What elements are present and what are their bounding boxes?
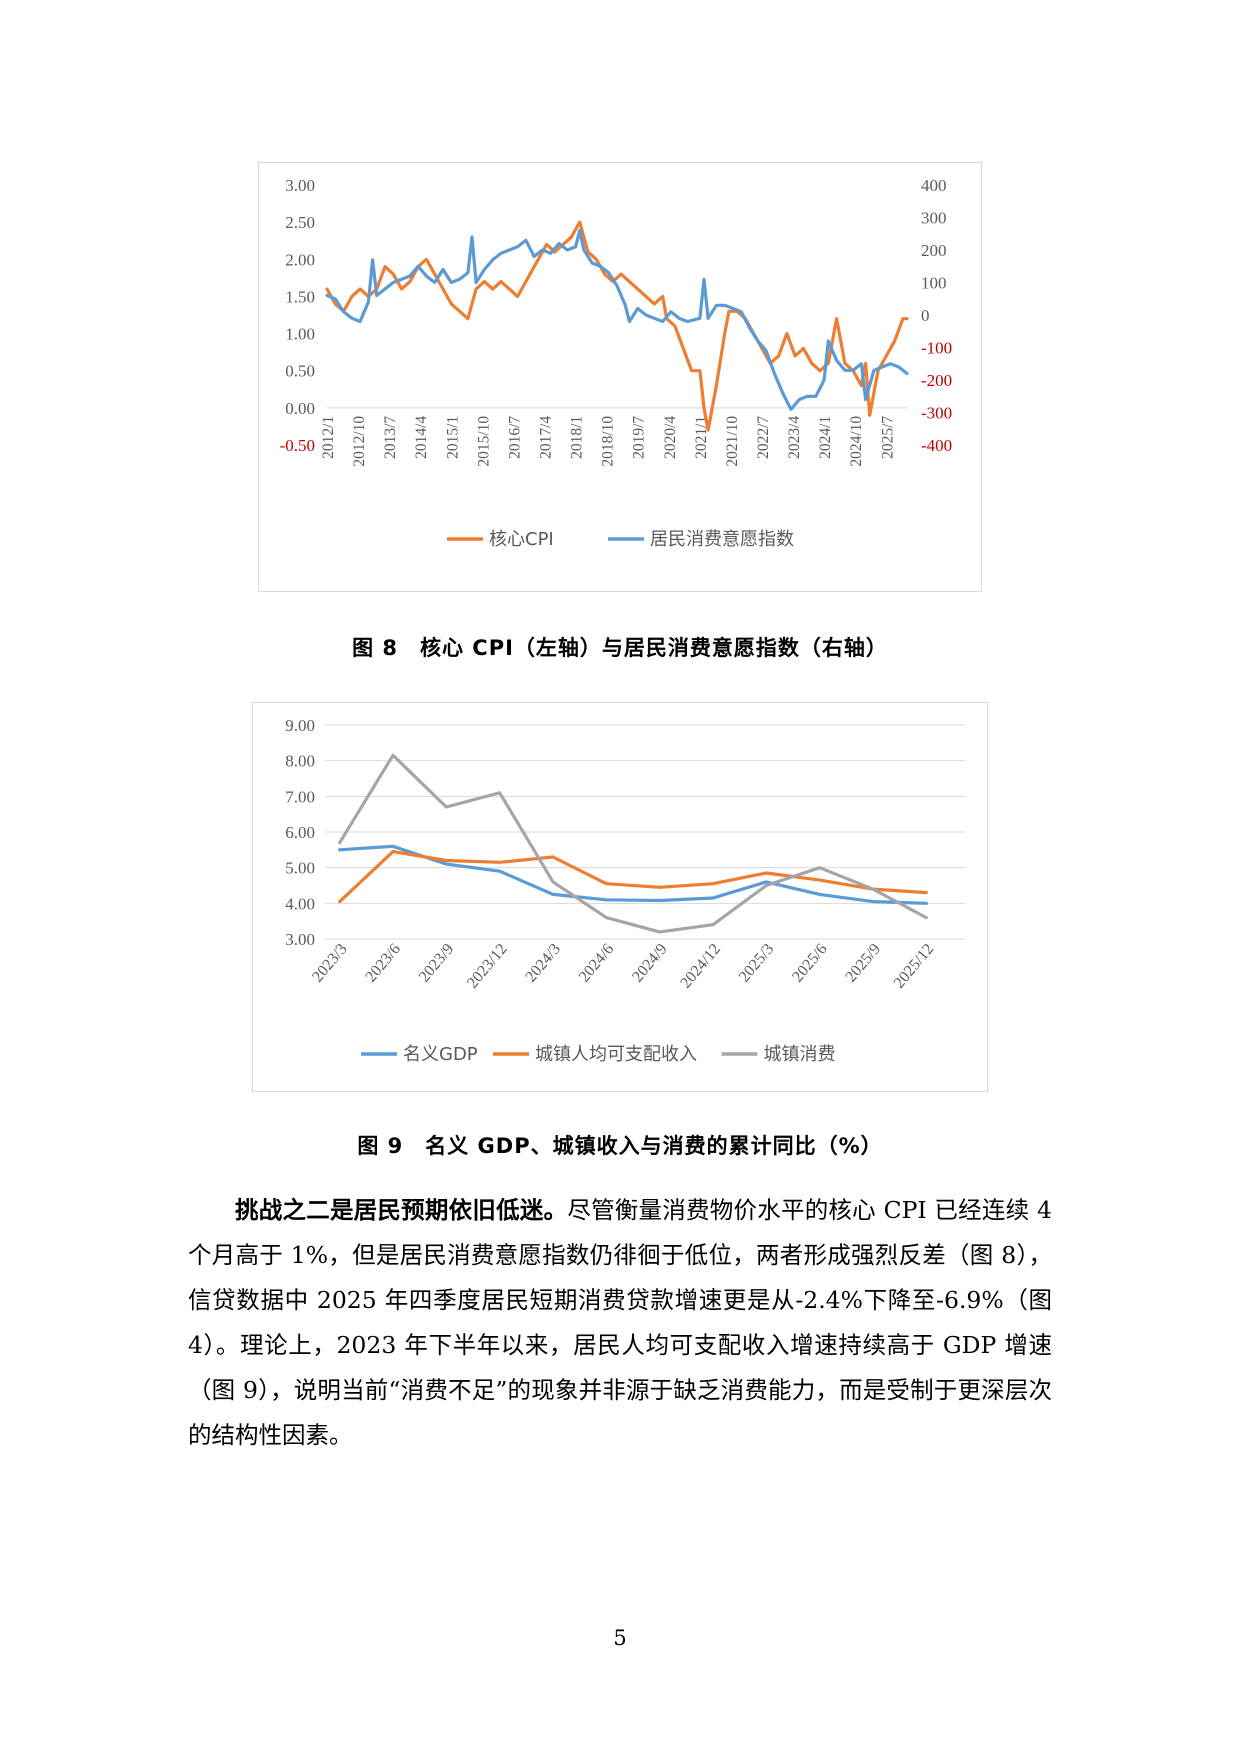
y-tick-label: 7.00	[285, 787, 315, 806]
y-right-tick-label: 0	[921, 306, 930, 325]
y-right-tick-label: 200	[921, 241, 947, 260]
y-tick-label: 4.00	[285, 894, 315, 913]
figure-9-chart: 9.00 8.00 7.00 6.00 5.00 4.00 3.00 2023/3 2023/6…	[252, 702, 988, 1092]
series-line-urban-consumption	[338, 753, 928, 934]
x-tick-label: 2025/6	[789, 941, 831, 986]
x-tick-label: 2023/3	[309, 941, 351, 986]
x-tick-label: 2017/4	[538, 416, 555, 459]
x-tick-label: 2020/4	[662, 416, 679, 459]
y-tick-label: 9.00	[285, 716, 315, 735]
x-tick-label: 2024/12	[677, 941, 724, 992]
x-tick-label: 2012/1	[320, 416, 337, 459]
legend-label: 核心CPI	[489, 529, 554, 550]
figure-8-chart: 3.00 2.50 2.00 1.50 1.00 0.50 0.00 -0.50 400 300 2…	[258, 162, 982, 592]
x-tick-label: 2025/9	[842, 941, 884, 986]
paragraph-body: 尽管衡量消费物价水平的核心 CPI 已经连续 4 个月高于 1%，但是居民消费意…	[188, 1196, 1053, 1449]
x-tick-label: 2021/1	[693, 416, 710, 459]
series-line-urban-income	[338, 850, 928, 904]
y-right-tick-label: -100	[921, 339, 952, 358]
x-tick-label: 2024/3	[522, 941, 564, 986]
x-tick-label: 2024/9	[629, 941, 671, 986]
y-tick-label: 6.00	[285, 823, 315, 842]
legend-label: 城镇人均可支配收入	[535, 1044, 697, 1065]
x-tick-label: 2024/6	[576, 941, 618, 986]
y-right-tick-label: -300	[921, 404, 952, 423]
y-left-tick-label: -0.50	[280, 436, 315, 455]
series-line-core-cpi	[325, 220, 909, 432]
y-right-tick-label: 300	[921, 209, 947, 228]
figure-8-caption: 图 8 核心 CPI（左轴）与居民消费意愿指数（右轴）	[352, 636, 888, 660]
y-tick-label: 8.00	[285, 752, 315, 771]
y-left-tick-label: 0.50	[285, 362, 315, 381]
x-tick-label: 2019/7	[631, 416, 648, 459]
page-number: 5	[613, 1626, 627, 1650]
y-left-tick-label: 2.50	[285, 213, 315, 232]
y-left-tick-label: 3.00	[285, 176, 315, 195]
x-tick-label: 2023/4	[786, 416, 803, 459]
x-tick-label: 2025/12	[891, 941, 938, 992]
x-tick-label: 2014/4	[413, 416, 430, 459]
x-tick-label: 2024/1	[817, 416, 834, 459]
y-right-tick-label: 100	[921, 274, 947, 293]
y-right-tick-label: -400	[921, 436, 952, 455]
y-left-tick-label: 0.00	[285, 399, 315, 418]
legend-label: 名义GDP	[403, 1044, 478, 1065]
x-tick-label: 2018/1	[569, 416, 586, 459]
x-tick-label: 2023/12	[464, 941, 511, 992]
y-left-tick-label: 1.50	[285, 287, 315, 306]
y-tick-label: 5.00	[285, 859, 315, 878]
body-paragraph: 挑战之二是居民预期依旧低迷。尽管衡量消费物价水平的核心 CPI 已经连续 4 个…	[188, 1188, 1052, 1458]
x-tick-label: 2015/1	[444, 416, 461, 459]
x-tick-label: 2021/10	[724, 416, 741, 467]
series-line-nominal-gdp	[338, 844, 928, 905]
legend-label: 城镇消费	[764, 1044, 836, 1065]
y-left-tick-label: 2.00	[285, 250, 315, 269]
x-tick-label: 2012/10	[351, 416, 368, 467]
paragraph-lead: 挑战之二是居民预期依旧低迷。	[235, 1196, 568, 1224]
x-tick-label: 2018/10	[600, 416, 617, 467]
x-tick-label: 2013/7	[382, 416, 399, 459]
y-right-tick-label: -200	[921, 371, 952, 390]
series-line-consumption-willingness	[325, 228, 909, 411]
chart-8-svg: 3.00 2.50 2.00 1.50 1.00 0.50 0.00 -0.50 400 300 2…	[280, 176, 953, 550]
x-tick-label: 2023/9	[416, 941, 458, 986]
y-left-tick-label: 1.00	[285, 325, 315, 344]
legend-label: 居民消费意愿指数	[650, 529, 794, 550]
x-tick-label: 2025/7	[879, 416, 896, 459]
x-tick-label: 2024/10	[848, 416, 865, 467]
x-tick-label: 2025/3	[736, 941, 778, 986]
x-tick-label: 2022/7	[755, 416, 772, 459]
x-tick-label: 2015/10	[475, 416, 492, 467]
y-right-tick-label: 400	[921, 176, 947, 195]
figure-9-caption: 图 9 名义 GDP、城镇收入与消费的累计同比（%）	[357, 1134, 883, 1158]
x-tick-label: 2023/6	[362, 941, 404, 986]
x-tick-label: 2016/7	[506, 416, 523, 459]
y-tick-label: 3.00	[285, 930, 315, 949]
